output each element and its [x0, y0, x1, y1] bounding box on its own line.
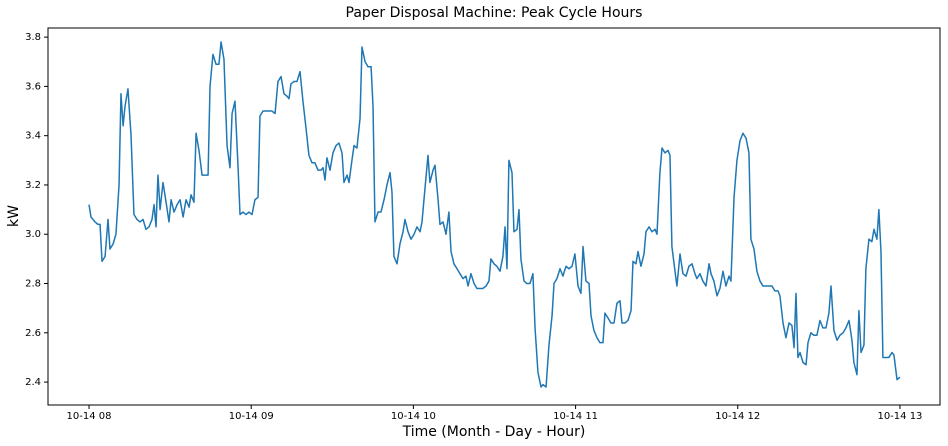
y-tick-label: 2.6 — [25, 328, 41, 339]
y-tick-label: 2.8 — [25, 279, 41, 290]
x-axis-label: Time (Month - Day - Hour) — [402, 424, 586, 440]
y-tick-label: 2.4 — [25, 377, 41, 388]
y-tick-label: 3.2 — [25, 180, 41, 191]
x-tick-label: 10-14 11 — [553, 411, 598, 422]
x-tick-label: 10-14 08 — [67, 411, 112, 422]
x-tick-label: 10-14 12 — [715, 411, 760, 422]
y-axis-label: kW — [6, 205, 22, 227]
plot-frame — [47, 27, 941, 406]
y-tick-label: 3.0 — [25, 229, 41, 240]
y-tick-label: 3.8 — [25, 32, 41, 43]
data-line — [88, 41, 901, 388]
chart-title: Paper Disposal Machine: Peak Cycle Hours — [346, 5, 643, 21]
x-tick-label: 10-14 10 — [391, 411, 436, 422]
y-tick-label: 3.6 — [25, 81, 41, 92]
x-tick-label: 10-14 13 — [877, 411, 922, 422]
y-tick-label: 3.4 — [25, 131, 41, 142]
x-tick-label: 10-14 09 — [229, 411, 274, 422]
